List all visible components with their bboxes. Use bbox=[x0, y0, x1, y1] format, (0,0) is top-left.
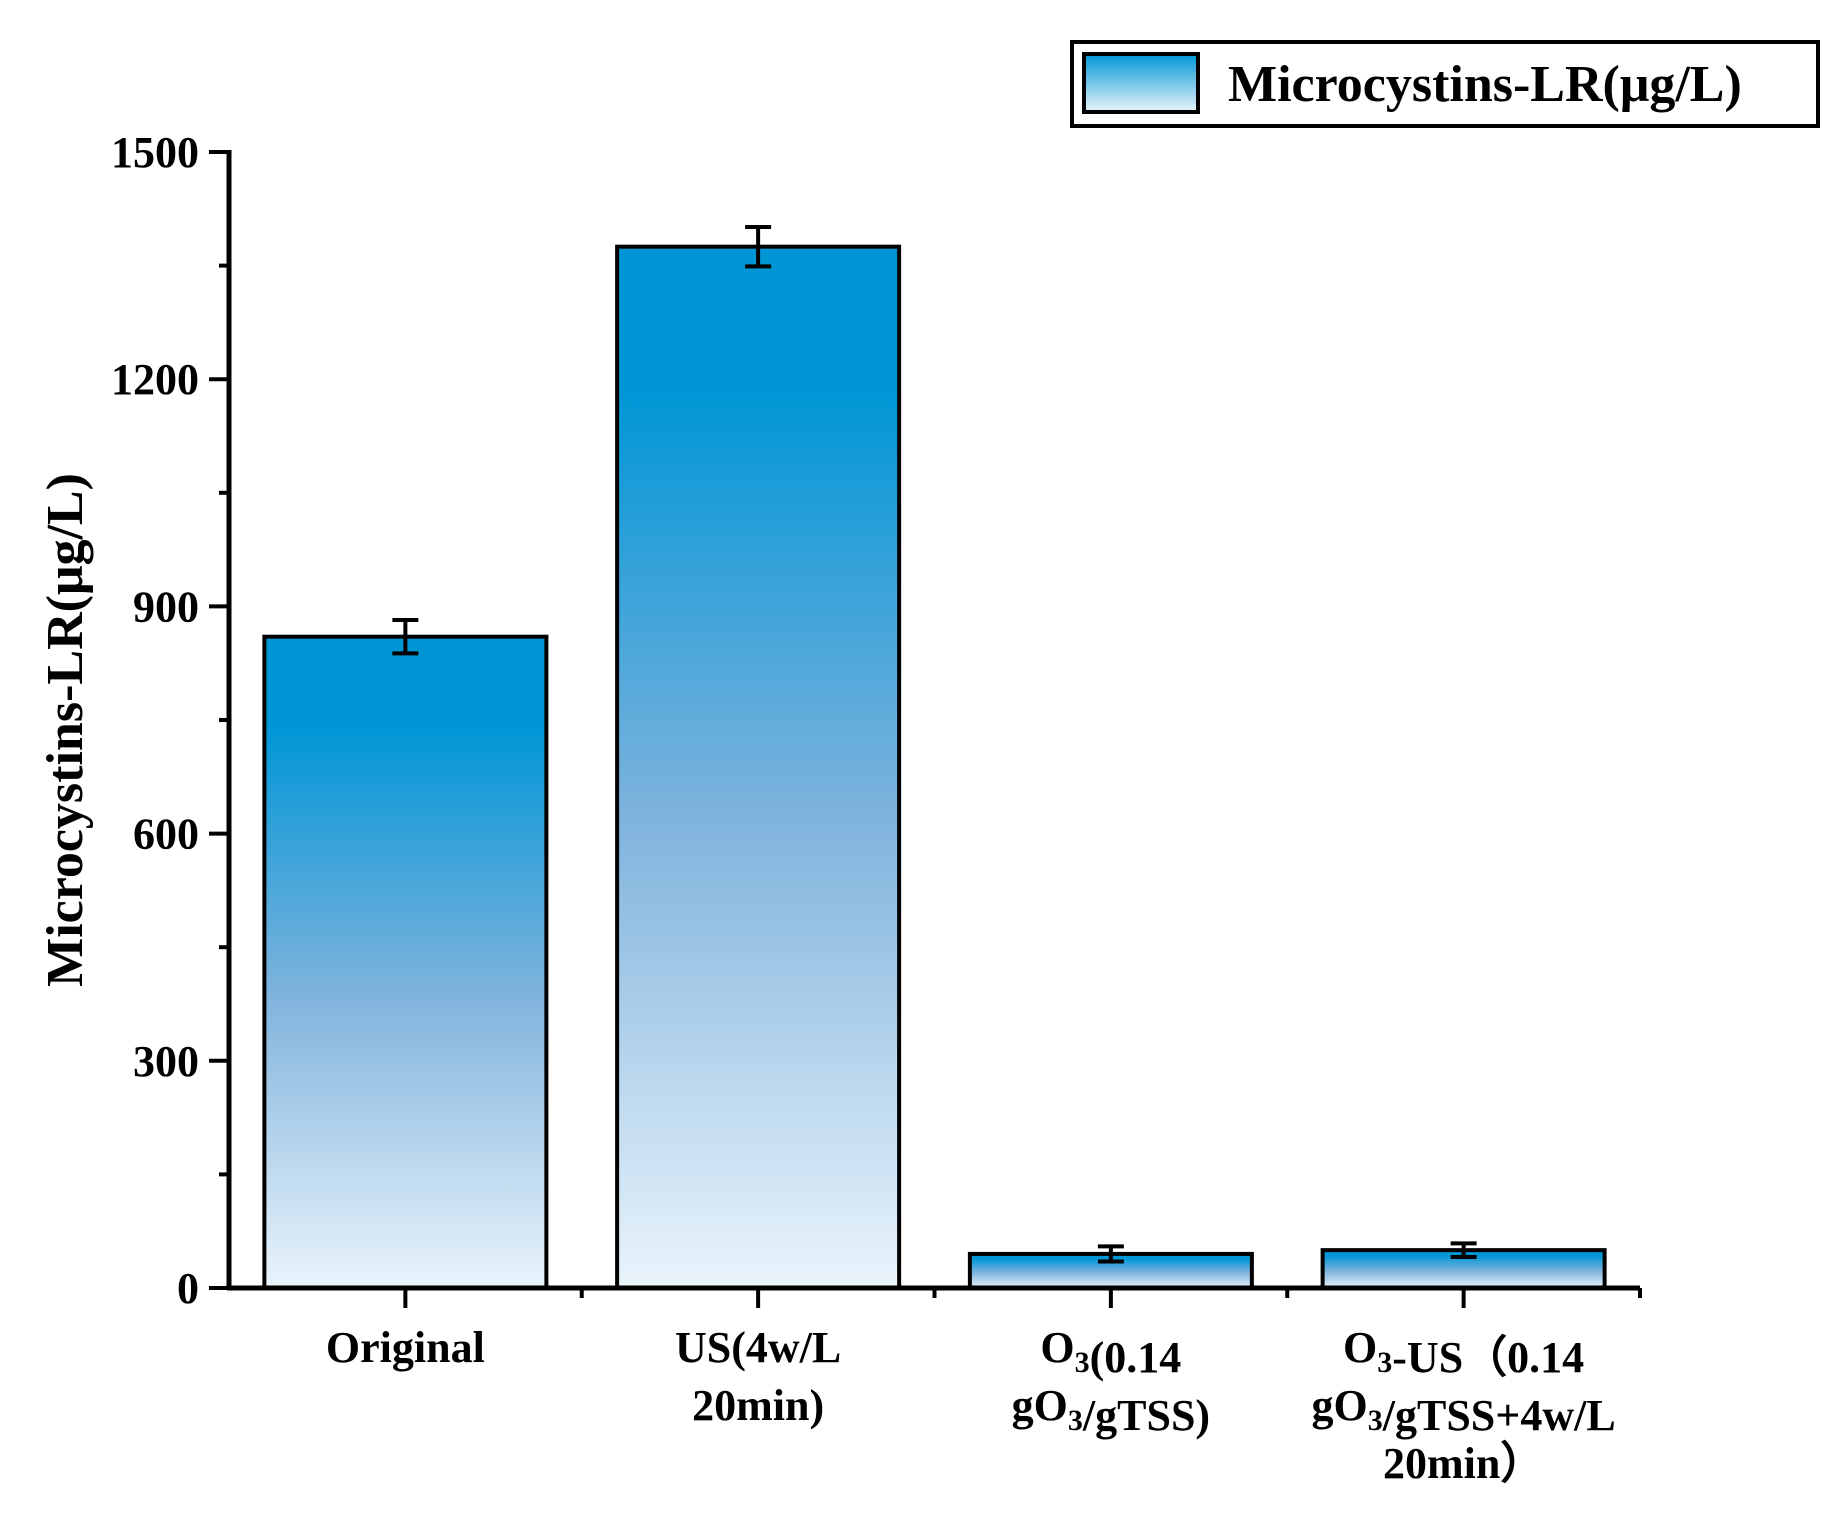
x-category-label-1: Original bbox=[326, 1323, 485, 1372]
y-tick-label: 600 bbox=[133, 810, 199, 859]
y-tick-label: 900 bbox=[133, 582, 199, 631]
error-bars-group bbox=[392, 224, 1477, 1264]
x-tick-label-line: Original bbox=[326, 1323, 485, 1372]
x-tick-label-line: O3-US（0.14 bbox=[1343, 1323, 1584, 1382]
error-bar-2 bbox=[745, 224, 772, 269]
y-tick-label: 1500 bbox=[111, 128, 199, 177]
bar-2 bbox=[615, 244, 902, 1291]
error-bar-1 bbox=[392, 618, 419, 656]
x-tick-label-line: O3(0.14 bbox=[1040, 1323, 1181, 1382]
y-tick-label: 1200 bbox=[111, 355, 199, 404]
x-tick-label-line: gO3/gTSS) bbox=[1012, 1381, 1210, 1440]
legend: Microcystins-LR(μg/L) bbox=[1070, 40, 1820, 128]
x-tick-label-line: 20min） bbox=[1383, 1439, 1544, 1488]
bars-group bbox=[262, 244, 1607, 1291]
y-ticks-group: 0 300 600 900 1200 1500 bbox=[111, 128, 229, 1313]
x-tick-label-line: gO3/gTSS+4w/L bbox=[1312, 1381, 1616, 1440]
x-category-label-2: US(4w/L 20min) bbox=[675, 1323, 841, 1430]
bar-1 bbox=[262, 634, 549, 1290]
x-tick-label-line: 20min) bbox=[692, 1381, 824, 1430]
y-axis-title: Microcystins-LR(μg/L) bbox=[37, 473, 94, 987]
error-bar-4 bbox=[1450, 1241, 1477, 1259]
x-tick-label-line: US(4w/L bbox=[675, 1323, 841, 1372]
legend-label: Microcystins-LR(μg/L) bbox=[1228, 56, 1742, 113]
error-bar-3 bbox=[1097, 1244, 1124, 1264]
legend-swatch bbox=[1082, 52, 1200, 114]
y-tick-label: 0 bbox=[177, 1264, 199, 1313]
y-tick-label: 300 bbox=[133, 1037, 199, 1086]
